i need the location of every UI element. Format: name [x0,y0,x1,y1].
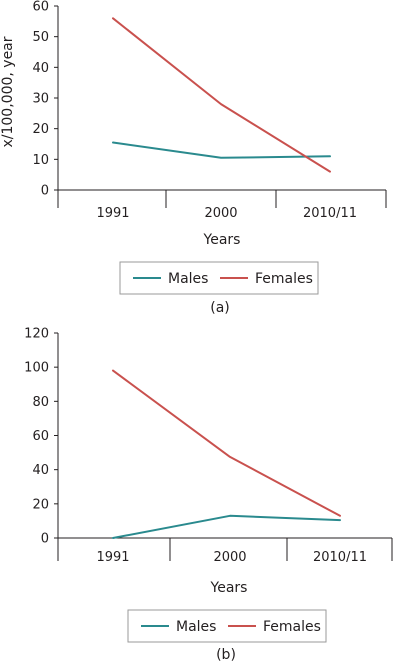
y-tick-label: 120 [24,327,49,342]
y-tick-label: 100 [24,361,49,376]
y-tick-label: 0 [41,532,49,547]
y-tick-label: 60 [32,0,49,15]
series-line-females [112,17,331,173]
x-tick-label: 2010/11 [313,550,367,565]
panel-caption: (a) [210,300,230,316]
y-tick-label: 20 [32,497,49,512]
legend: Males Females [119,261,319,295]
legend-label-females: Females [255,271,313,287]
legend-label-females: Females [263,619,321,635]
legend-label-males: Males [176,619,216,635]
y-tick-label: 0 [41,184,49,199]
y-tick-label: 10 [32,153,49,168]
y-tick-label: 40 [32,463,49,478]
y-axis-title: x/100,000, year [0,36,16,147]
series-line-males [112,141,331,159]
y-tick-label: 30 [32,92,49,107]
y-tick-label: 40 [32,61,49,76]
series-line-females [112,369,341,517]
x-tick-label: 1991 [96,206,129,221]
panel-caption: (b) [216,647,236,663]
x-tick-label: 2000 [213,550,246,565]
chart-panel-1: 0 10 20 30 40 50 60 1991 2000 2010/11 Years x/100,0… [0,0,387,316]
x-axis-title: Years [203,232,241,248]
legend-label-males: Males [168,271,208,287]
y-tick-label: 60 [32,429,49,444]
x-axis-title: Years [210,580,248,596]
x-tick-label: 2000 [204,206,237,221]
chart-panel-2: 0 20 40 60 80 100 120 1991 2000 2010/11 Years Males… [24,327,393,663]
x-tick-label: 1991 [96,550,129,565]
x-tick-label: 2010/11 [303,206,357,221]
y-tick-label: 50 [32,30,49,45]
y-tick-label: 80 [32,395,49,410]
y-tick-label: 20 [32,122,49,137]
series-line-males [112,514,341,539]
legend: Males Females [127,609,327,643]
